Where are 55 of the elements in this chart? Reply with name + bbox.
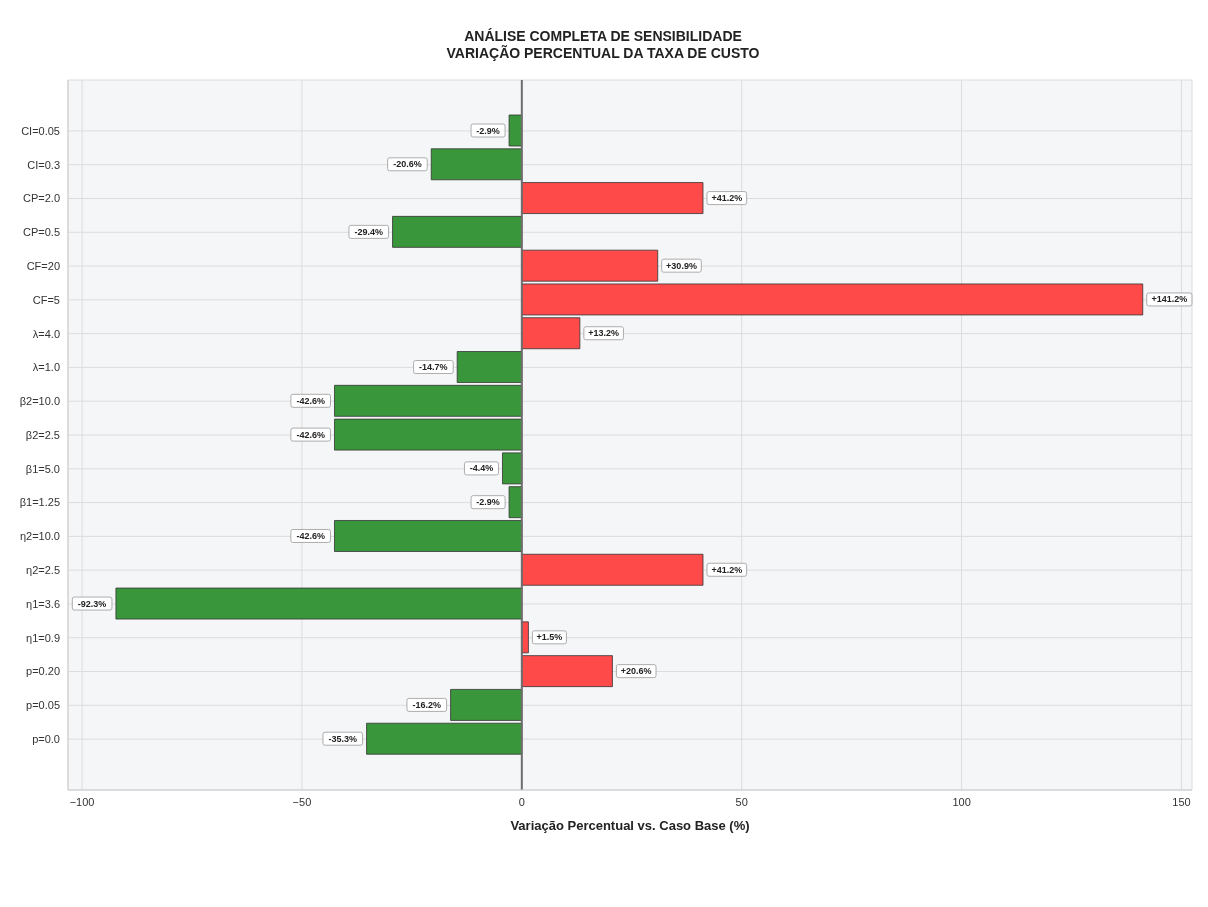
bar: [392, 215, 523, 248]
data-label: -42.6%: [296, 395, 325, 406]
y-tick-label: η2=2.5: [26, 564, 60, 577]
bar: [366, 722, 523, 755]
data-label: +41.2%: [711, 193, 743, 204]
data-label: -35.3%: [328, 733, 358, 744]
y-tick-label: CF=20: [26, 259, 60, 272]
data-label: -14.7%: [419, 362, 448, 373]
bar: [521, 182, 704, 214]
bar: [521, 553, 704, 586]
data-label: -4.4%: [469, 463, 494, 474]
data-label: -29.4%: [354, 226, 383, 237]
bar: [115, 587, 523, 620]
y-tick-label: p=0.20: [26, 665, 60, 678]
y-tick-label: CP=0.5: [23, 226, 60, 239]
y-tick-label: β1=5.0: [25, 462, 60, 475]
x-tick-label: 150: [1172, 795, 1191, 808]
data-label: -20.6%: [393, 159, 422, 170]
data-label: +13.2%: [588, 328, 620, 339]
y-tick-label: η1=3.6: [26, 597, 60, 610]
y-tick-label: CI=0.3: [27, 158, 60, 171]
x-tick-label: −50: [292, 795, 312, 808]
y-tick-label: λ=1.0: [32, 361, 60, 374]
data-label: +20.6%: [620, 666, 652, 677]
x-tick-label: 100: [952, 795, 971, 808]
y-tick-label: β2=10.0: [19, 395, 60, 408]
bar: [521, 655, 613, 688]
chart-title: ANÁLISE COMPLETA DE SENSIBILIDADE VARIAÇÃO PERCENTUAL DA TAXA DE CUSTO: [445, 28, 761, 62]
y-tick-label: η1=0.9: [26, 631, 60, 644]
x-tick-label: 50: [735, 795, 748, 808]
y-tick-label: CI=0.05: [21, 124, 60, 137]
data-label: -2.9%: [476, 125, 500, 136]
x-axis-title: Variação Percentual vs. Caso Base (%): [510, 818, 750, 833]
data-label: +1.5%: [536, 632, 563, 643]
x-tick-label: 0: [518, 795, 525, 808]
y-tick-label: λ=4.0: [32, 327, 60, 340]
bar: [456, 351, 523, 383]
y-tick-label: CP=2.0: [23, 192, 60, 205]
x-tick-label: −100: [69, 795, 95, 808]
data-label: +41.2%: [711, 564, 743, 575]
data-label: -42.6%: [296, 429, 325, 440]
y-tick-label: η2=10.0: [19, 530, 60, 543]
data-label: +30.9%: [666, 260, 697, 271]
y-tick-label: CF=5: [32, 293, 60, 306]
y-tick-label: β2=2.5: [25, 428, 60, 441]
data-label: -92.3%: [77, 598, 107, 609]
data-label: +141.2%: [1151, 294, 1188, 305]
bar: [450, 689, 523, 721]
data-label: -16.2%: [412, 699, 442, 710]
data-label: -2.9%: [476, 497, 500, 508]
y-tick-label: p=0.0: [32, 733, 60, 746]
y-tick-label: p=0.05: [26, 699, 60, 712]
bar: [334, 520, 523, 552]
data-label: -42.6%: [296, 530, 325, 541]
y-tick-label: β1=1.25: [19, 496, 60, 509]
